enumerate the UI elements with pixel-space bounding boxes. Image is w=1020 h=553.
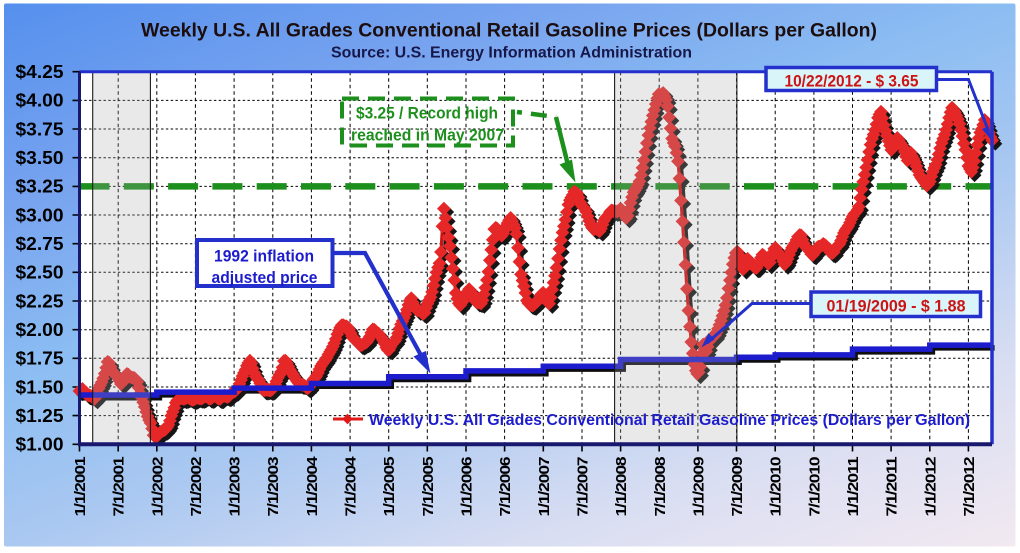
svg-text:$4.00: $4.00 [16, 91, 64, 111]
svg-text:7/1/2003: 7/1/2003 [265, 457, 282, 517]
svg-text:$3.00: $3.00 [16, 205, 64, 225]
svg-text:Weekly U.S. All Grades Convent: Weekly U.S. All Grades Conventional Reta… [369, 412, 970, 429]
svg-text:1/1/2012: 1/1/2012 [922, 457, 939, 517]
svg-text:$1.25: $1.25 [16, 406, 64, 426]
svg-text:7/1/2011: 7/1/2011 [884, 457, 901, 517]
svg-text:1/1/2009: 1/1/2009 [690, 457, 707, 517]
svg-text:1/1/2007: 1/1/2007 [536, 457, 553, 517]
svg-text:$2.75: $2.75 [16, 234, 64, 254]
svg-text:1/1/2002: 1/1/2002 [149, 457, 166, 517]
svg-text:$2.00: $2.00 [16, 320, 64, 340]
svg-text:1/1/2001: 1/1/2001 [72, 457, 89, 517]
svg-text:1/1/2010: 1/1/2010 [768, 457, 785, 517]
svg-text:reached in May 2007: reached in May 2007 [351, 126, 504, 145]
svg-text:7/1/2009: 7/1/2009 [729, 457, 746, 517]
svg-text:7/1/2012: 7/1/2012 [961, 457, 978, 517]
svg-text:1/1/2003: 1/1/2003 [227, 457, 244, 517]
svg-text:7/1/2002: 7/1/2002 [188, 457, 205, 517]
svg-text:1/1/2004: 1/1/2004 [304, 456, 321, 517]
svg-text:1/1/2006: 1/1/2006 [459, 457, 476, 517]
svg-text:$3.50: $3.50 [16, 148, 64, 168]
svg-text:$3.25 / Record high: $3.25 / Record high [356, 104, 498, 123]
svg-text:$1.50: $1.50 [16, 377, 64, 397]
svg-text:01/19/2009 - $ 1.88: 01/19/2009 - $ 1.88 [827, 297, 966, 316]
svg-text:$4.25: $4.25 [16, 62, 64, 82]
svg-text:$3.75: $3.75 [16, 119, 64, 139]
svg-text:1/1/2011: 1/1/2011 [845, 457, 862, 517]
svg-text:7/1/2007: 7/1/2007 [575, 457, 592, 517]
svg-text:adjusted price: adjusted price [212, 268, 318, 287]
svg-text:7/1/2004: 7/1/2004 [343, 456, 360, 517]
svg-text:1/1/2005: 1/1/2005 [381, 457, 398, 517]
svg-text:$2.50: $2.50 [16, 263, 64, 283]
svg-text:1/1/2008: 1/1/2008 [613, 457, 630, 517]
svg-text:10/22/2012 - $ 3.65: 10/22/2012 - $ 3.65 [785, 72, 919, 91]
svg-text:$1.75: $1.75 [16, 349, 64, 369]
svg-text:$1.00: $1.00 [16, 435, 64, 455]
svg-text:7/1/2010: 7/1/2010 [806, 457, 823, 517]
svg-text:Weekly U.S. All Grades Convent: Weekly U.S. All Grades Conventional Reta… [141, 20, 877, 42]
svg-text:1992 inflation: 1992 inflation [214, 247, 314, 266]
svg-text:$2.25: $2.25 [16, 291, 64, 311]
svg-text:7/1/2006: 7/1/2006 [497, 457, 514, 517]
svg-text:7/1/2001: 7/1/2001 [111, 457, 128, 517]
svg-text:Source: U.S. Energy Informatio: Source: U.S. Energy Information Administ… [331, 45, 692, 62]
svg-text:7/1/2005: 7/1/2005 [420, 457, 437, 517]
svg-text:$3.25: $3.25 [16, 177, 64, 197]
svg-text:7/1/2008: 7/1/2008 [652, 457, 669, 517]
